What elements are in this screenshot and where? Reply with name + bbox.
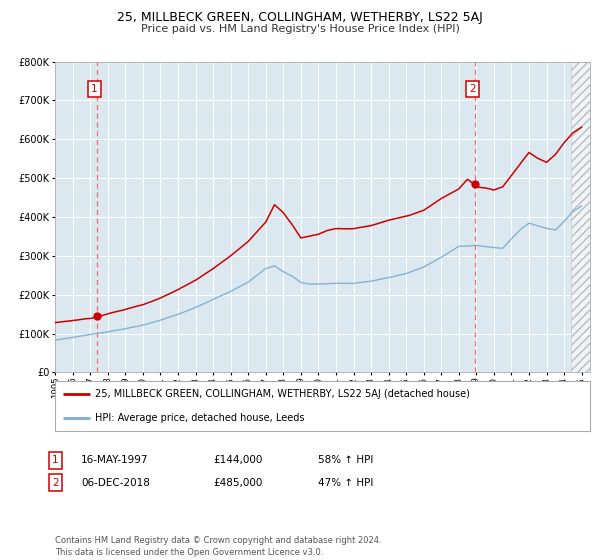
Text: 25, MILLBECK GREEN, COLLINGHAM, WETHERBY, LS22 5AJ (detached house): 25, MILLBECK GREEN, COLLINGHAM, WETHERBY… (95, 389, 470, 399)
Text: 2: 2 (469, 84, 476, 94)
Text: 1: 1 (52, 455, 59, 465)
Text: 16-MAY-1997: 16-MAY-1997 (81, 455, 149, 465)
Text: HPI: Average price, detached house, Leeds: HPI: Average price, detached house, Leed… (95, 413, 305, 423)
Text: £485,000: £485,000 (213, 478, 262, 488)
Text: £144,000: £144,000 (213, 455, 262, 465)
Text: 58% ↑ HPI: 58% ↑ HPI (318, 455, 373, 465)
Text: Contains HM Land Registry data © Crown copyright and database right 2024.
This d: Contains HM Land Registry data © Crown c… (55, 536, 382, 557)
Text: Price paid vs. HM Land Registry's House Price Index (HPI): Price paid vs. HM Land Registry's House … (140, 24, 460, 34)
Text: 47% ↑ HPI: 47% ↑ HPI (318, 478, 373, 488)
Text: 25, MILLBECK GREEN, COLLINGHAM, WETHERBY, LS22 5AJ: 25, MILLBECK GREEN, COLLINGHAM, WETHERBY… (117, 11, 483, 24)
Text: 1: 1 (91, 84, 98, 94)
Text: 06-DEC-2018: 06-DEC-2018 (81, 478, 150, 488)
Text: 2: 2 (52, 478, 59, 488)
